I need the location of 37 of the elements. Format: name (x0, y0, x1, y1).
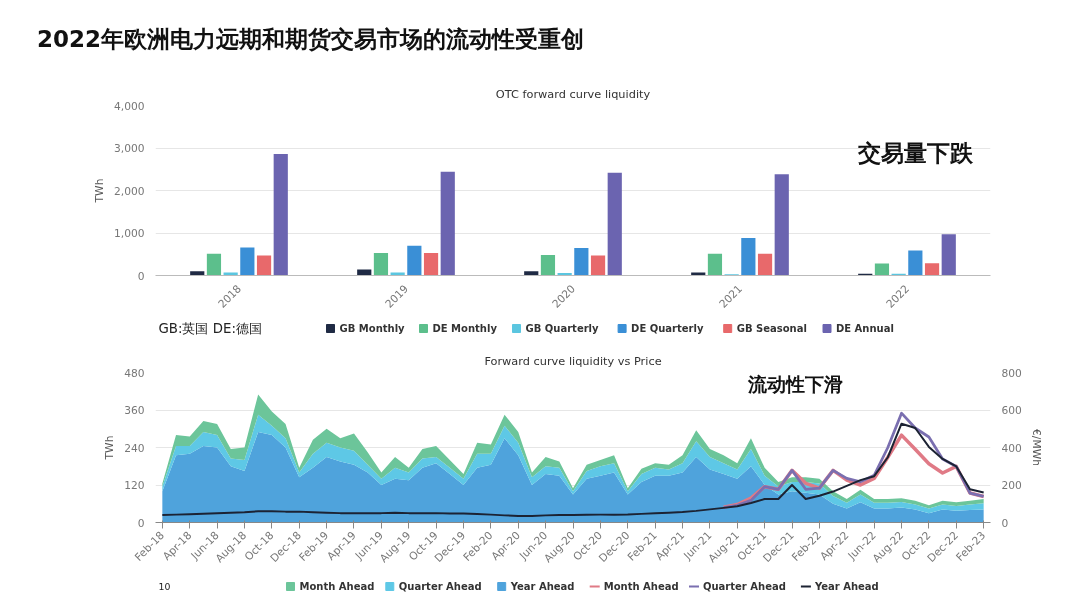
text: 10 (158, 581, 171, 592)
y-tick-label: 360 (124, 404, 145, 417)
y-tick-label: 0 (137, 269, 145, 283)
annotation: 交易量下跌 (857, 139, 974, 166)
chart-title: OTC forward curve liquidity (495, 86, 651, 101)
y-tick-label: 4,000 (113, 99, 145, 113)
legend-label: DE Annual (836, 323, 894, 334)
y2-tick-label: 600 (1001, 404, 1023, 417)
y-tick-label: 480 (124, 366, 145, 380)
y-tick-label: 120 (124, 479, 145, 492)
y2-tick-label: 0 (1001, 516, 1009, 530)
legend-label: Quarter Ahead (703, 581, 786, 592)
y-axis-title: TWh (103, 435, 117, 461)
y2-axis-title: €/MWh (1029, 429, 1043, 466)
legend-label: Month Ahead (603, 581, 679, 592)
y-tick-label: 3,000 (113, 142, 145, 155)
legend-label: DE Monthly (432, 323, 498, 334)
legend-label: GB Seasonal (736, 323, 807, 334)
y2-tick-label: 800 (1001, 366, 1023, 380)
text: 2022年欧洲电力远期和期货交易市场的流动性受重创 (37, 25, 585, 54)
y-tick-label: 2,000 (113, 184, 145, 198)
legend-label: Year Ahead (813, 581, 879, 592)
y-tick-label: 0 (137, 516, 145, 530)
legend-label: GB Monthly (339, 323, 406, 334)
y2-tick-label: 200 (1001, 479, 1023, 492)
legend-label: Year Ahead (509, 581, 575, 592)
text: GB:英国 DE:德国 (158, 321, 262, 336)
chart-title: Forward curve liquidity vs Price (484, 353, 662, 368)
legend-label: DE Quarterly (631, 323, 704, 334)
legend-label: Quarter Ahead (398, 581, 482, 592)
legend-label: Month Ahead (299, 581, 375, 592)
y-tick-label: 1,000 (113, 227, 145, 240)
legend-label: GB Quarterly (525, 323, 600, 334)
annotation: 流动性下滑 (747, 373, 843, 395)
y-axis-title: TWh (92, 178, 106, 204)
y-tick-label: 240 (124, 441, 145, 455)
y2-tick-label: 400 (1001, 441, 1023, 455)
